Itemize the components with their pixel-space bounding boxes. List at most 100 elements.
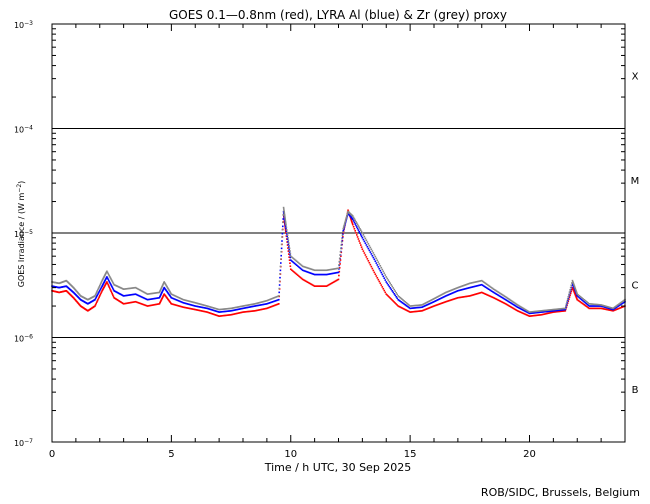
- series-1-point: [586, 303, 588, 306]
- series-1-point: [396, 297, 398, 300]
- series-0-point: [161, 298, 163, 300]
- series-2-point: [428, 300, 430, 303]
- series-0-point: [97, 298, 99, 301]
- series-1-point: [98, 289, 101, 292]
- series-2-point: [410, 305, 412, 307]
- series-1-point: [535, 311, 538, 314]
- series-1-point: [462, 288, 464, 291]
- series-2-point: [422, 303, 424, 306]
- series-2-point: [363, 235, 366, 238]
- series-2-point: [374, 255, 377, 258]
- series-0-point: [406, 309, 408, 312]
- series-1-point: [178, 300, 181, 302]
- series-1-point: [222, 310, 224, 313]
- y-tick-label: 10−7: [14, 438, 33, 448]
- series-1-point: [454, 291, 456, 293]
- series-0-point: [220, 315, 222, 317]
- series-0-point: [219, 315, 221, 317]
- series-2-point: [297, 262, 300, 264]
- series-1-point: [353, 221, 356, 224]
- series-0-point: [311, 284, 314, 286]
- series-0-point: [456, 297, 458, 299]
- series-2-point: [279, 265, 282, 268]
- series-0-point: [225, 314, 227, 317]
- series-2-point: [160, 287, 163, 289]
- series-1-point: [558, 309, 561, 312]
- series-2-point: [177, 296, 180, 299]
- series-1-point: [356, 227, 359, 230]
- series-2-point: [492, 288, 495, 290]
- series-0-point: [175, 304, 178, 307]
- series-2-point: [97, 287, 100, 290]
- series-0-point: [168, 299, 170, 302]
- series-0-point: [353, 228, 356, 230]
- series-1-point: [564, 308, 567, 311]
- series-1-point: [486, 287, 489, 290]
- series-2-point: [572, 282, 575, 284]
- series-1-point: [220, 311, 222, 313]
- series-2-point: [107, 272, 109, 275]
- series-1-point: [372, 256, 375, 259]
- series-2-point: [498, 292, 501, 294]
- series-1-point: [320, 273, 323, 276]
- series-2-point: [160, 288, 162, 290]
- series-2-point: [560, 307, 563, 310]
- series-2-point: [473, 281, 476, 284]
- x-axis-label: Time / h UTC, 30 Sep 2025: [264, 461, 412, 474]
- series-0-point: [599, 307, 601, 310]
- series-2-point: [414, 304, 416, 307]
- series-0-point: [562, 310, 565, 312]
- series-0-point: [152, 304, 155, 306]
- series-0-point: [359, 242, 361, 244]
- series-1-point: [385, 281, 388, 283]
- series-0-point: [494, 297, 497, 300]
- series-2-point: [261, 301, 263, 303]
- series-2-point: [98, 286, 100, 288]
- series-1-point: [286, 235, 288, 238]
- series-2-point: [441, 293, 443, 296]
- series-2-point: [146, 293, 149, 295]
- y-tick-label-base: 10: [14, 126, 24, 135]
- series-0-point: [523, 313, 526, 315]
- series-0-point: [608, 309, 610, 311]
- series-0-point: [247, 310, 249, 313]
- series-2-point: [295, 260, 298, 263]
- series-2-point: [573, 284, 575, 286]
- y-tick-label: 10−4: [14, 125, 33, 135]
- series-1-point: [233, 309, 235, 312]
- series-2-point: [373, 253, 376, 256]
- series-0-point: [337, 278, 340, 281]
- series-1-point: [425, 304, 427, 307]
- series-0-point: [95, 302, 97, 305]
- series-0-point: [128, 301, 131, 304]
- series-0-point: [338, 266, 341, 269]
- series-0-point: [179, 305, 182, 308]
- series-1-point: [358, 230, 360, 233]
- series-1-point: [467, 287, 469, 289]
- series-1-point: [589, 305, 591, 307]
- series-0-point: [204, 310, 206, 313]
- series-2-point: [462, 285, 464, 287]
- series-2-point: [342, 226, 345, 229]
- series-2-point: [546, 309, 549, 312]
- series-1-point: [615, 306, 617, 309]
- series-2-point: [221, 308, 223, 311]
- y-tick-label-base: 10: [14, 439, 24, 448]
- series-0-point: [373, 271, 376, 274]
- series-2-point: [616, 304, 618, 307]
- series-0-point: [360, 246, 363, 248]
- series-0-point: [186, 307, 189, 309]
- series-2-point: [200, 303, 203, 306]
- series-1-point: [287, 240, 289, 243]
- series-0-point: [98, 295, 101, 297]
- series-1-point: [512, 303, 515, 306]
- series-1-point: [613, 308, 615, 310]
- series-0-point: [439, 303, 441, 305]
- series-2-point: [278, 287, 281, 290]
- series-1-point: [536, 311, 539, 314]
- series-1-point: [186, 303, 189, 305]
- series-1-point: [370, 253, 373, 255]
- series-0-point: [432, 305, 434, 308]
- series-0-point: [97, 297, 100, 300]
- series-1-point: [371, 254, 374, 257]
